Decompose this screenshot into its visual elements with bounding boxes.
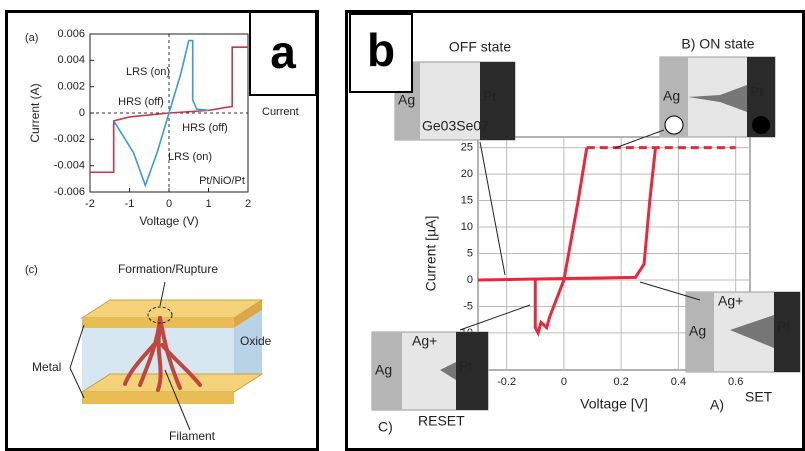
pointer bbox=[480, 142, 505, 275]
y-tick-label: 25 bbox=[461, 141, 473, 153]
electrode-label: Pt bbox=[777, 319, 790, 335]
y-tick-label: 5 bbox=[467, 247, 473, 259]
x-tick-label: 0 bbox=[166, 198, 172, 210]
x-tick-label: 0.2 bbox=[614, 376, 629, 388]
electrode-label: Ag bbox=[398, 92, 415, 108]
pointer bbox=[615, 130, 664, 148]
y-tick-label: 20 bbox=[461, 168, 473, 180]
electrode-label: Pt bbox=[483, 88, 496, 104]
figure: (c) Formation/Rupture Oxide Metal Filame… bbox=[0, 0, 805, 451]
x-axis-label: Voltage (V) bbox=[139, 214, 198, 228]
bottom-plate-edge bbox=[82, 392, 234, 404]
y-tick-label: 0.002 bbox=[57, 81, 85, 93]
ion-label: Ag+ bbox=[412, 333, 437, 349]
x-tick-label: 1 bbox=[205, 198, 211, 210]
annotation: LRS (on) bbox=[168, 151, 212, 163]
y-tick-label: 0 bbox=[467, 274, 473, 286]
diagram-label: Formation/Rupture bbox=[118, 262, 218, 276]
electrode-label: Pt bbox=[750, 84, 763, 100]
y-tick-label: -0.004 bbox=[54, 160, 85, 172]
y-tick-label: 10 bbox=[461, 221, 473, 233]
y-tick-label: -0.002 bbox=[54, 133, 85, 145]
panel-label: b bbox=[367, 24, 395, 76]
diagram-label: Filament bbox=[169, 429, 216, 443]
annotation: Pt/NiO/Pt bbox=[199, 175, 245, 187]
x-tick-label: 2 bbox=[245, 198, 251, 210]
electrode-label: Ag bbox=[689, 323, 706, 339]
diagram-label: Oxide bbox=[240, 334, 272, 348]
page: {"chart_data": [ {"type": "line", "xlabe… bbox=[0, 0, 805, 451]
inset-label: Ge03Se07 bbox=[422, 118, 489, 134]
annotation: LRS (on) bbox=[126, 66, 170, 78]
x-tick-label: -1 bbox=[125, 198, 135, 210]
x-axis-label: Voltage [V] bbox=[580, 396, 648, 412]
data-line bbox=[535, 148, 587, 333]
x-tick-label: -0.2 bbox=[497, 376, 516, 388]
inset-tag: A) bbox=[710, 397, 724, 413]
electrode-label: Ag bbox=[375, 362, 392, 378]
y-tick-label: -0.006 bbox=[54, 186, 85, 198]
electrode-label: Pt bbox=[459, 358, 472, 374]
annotation: HRS (off) bbox=[182, 122, 228, 134]
x-tick-label: 0 bbox=[561, 376, 567, 388]
diagram-tag: (c) bbox=[25, 264, 38, 276]
polarity bbox=[665, 116, 683, 134]
panel-label: a bbox=[270, 26, 296, 78]
x-tick-label: 0.4 bbox=[671, 376, 686, 388]
y-axis-label: Current (A) bbox=[28, 83, 42, 142]
annotation: (a) bbox=[25, 32, 38, 44]
y-tick-label: 0.004 bbox=[57, 54, 85, 66]
x-tick-label: 0.6 bbox=[728, 376, 743, 388]
y-tick-label: -5 bbox=[463, 300, 473, 312]
inset-tag: C) bbox=[378, 419, 393, 435]
y-tick-label: 0 bbox=[79, 107, 85, 119]
y-tick-label: 15 bbox=[461, 194, 473, 206]
inset-title: OFF state bbox=[449, 39, 511, 55]
y-axis-label: Current [µA] bbox=[423, 216, 439, 292]
annotation: HRS (off) bbox=[118, 96, 164, 108]
bottom-plate bbox=[82, 374, 262, 392]
x-tick-label: -2 bbox=[85, 198, 95, 210]
inset-title: RESET bbox=[418, 413, 465, 429]
annotation: Current bbox=[262, 106, 299, 118]
ion-label: Ag+ bbox=[718, 293, 743, 309]
inset-title: B) ON state bbox=[681, 36, 754, 52]
electrode-label: Ag bbox=[663, 88, 680, 104]
pointer bbox=[640, 282, 700, 300]
diagram-label: Metal bbox=[32, 360, 61, 374]
pointer bbox=[70, 325, 84, 398]
polarity bbox=[752, 116, 770, 134]
inset-title: SET bbox=[745, 389, 773, 405]
y-tick-label: 0.006 bbox=[57, 28, 85, 40]
